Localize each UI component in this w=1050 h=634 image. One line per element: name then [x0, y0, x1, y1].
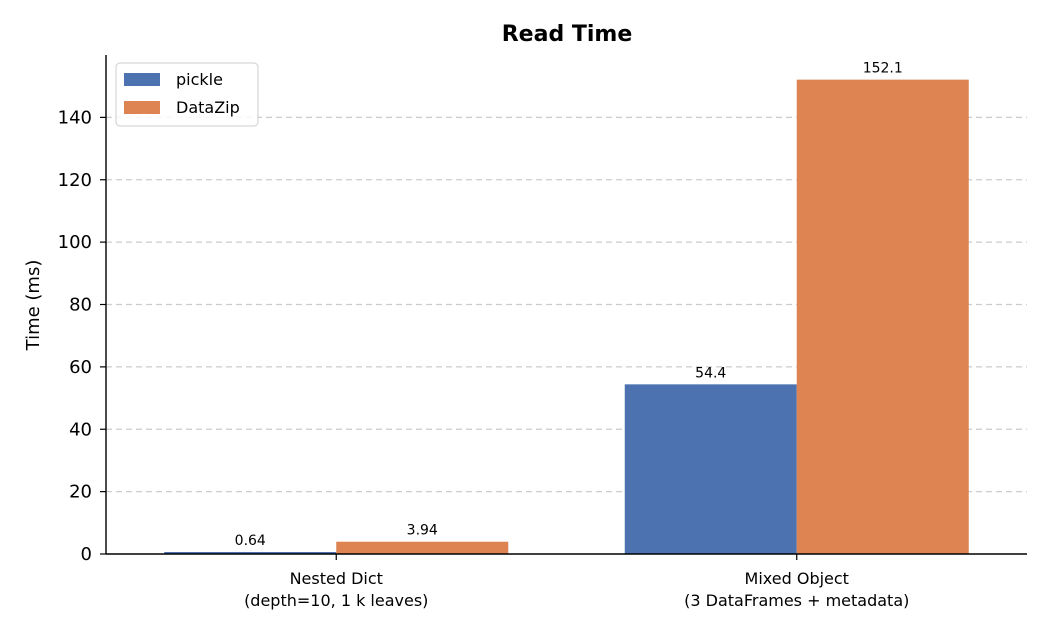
x-tick-label: Nested Dict	[290, 569, 383, 588]
data-label: 54.4	[695, 365, 726, 381]
x-tick-label: (3 DataFrames + metadata)	[684, 591, 909, 610]
bar-pickle	[164, 552, 337, 554]
bar-pickle	[624, 384, 797, 554]
bars	[164, 79, 969, 554]
gridlines	[106, 116, 1027, 493]
data-label: 152.1	[863, 61, 903, 77]
legend-label-pickle: pickle	[176, 70, 223, 89]
labels: 0.64 3.94 54.4 152.1	[235, 61, 903, 549]
data-label: 3.94	[407, 523, 438, 539]
legend-swatch-pickle	[124, 73, 160, 86]
legend-swatch-datazip	[124, 101, 160, 114]
y-tick-label: 20	[69, 482, 92, 503]
axes: 0 20 40 60 80 100 120 140 Nested Dict (depth=10, …	[58, 55, 1027, 610]
y-tick-label: 80	[69, 295, 92, 316]
x-tick-label: Mixed Object	[745, 569, 849, 588]
y-tick-label: 0	[81, 544, 92, 565]
bar-datazip	[336, 541, 509, 554]
y-tick-label: 60	[69, 357, 92, 378]
y-tick-label: 100	[58, 232, 92, 253]
chart-title: Read Time	[502, 22, 633, 47]
legend-label-datazip: DataZip	[176, 98, 240, 117]
bar-datazip	[796, 79, 969, 554]
x-tick-label: (depth=10, 1 k leaves)	[244, 591, 428, 610]
data-label: 0.64	[235, 533, 266, 549]
y-tick-label: 120	[58, 170, 92, 191]
y-tick-label: 140	[58, 107, 92, 128]
y-axis-label: Time (ms)	[23, 260, 44, 352]
y-tick-label: 40	[69, 419, 92, 440]
legend: pickle DataZip	[115, 62, 259, 127]
